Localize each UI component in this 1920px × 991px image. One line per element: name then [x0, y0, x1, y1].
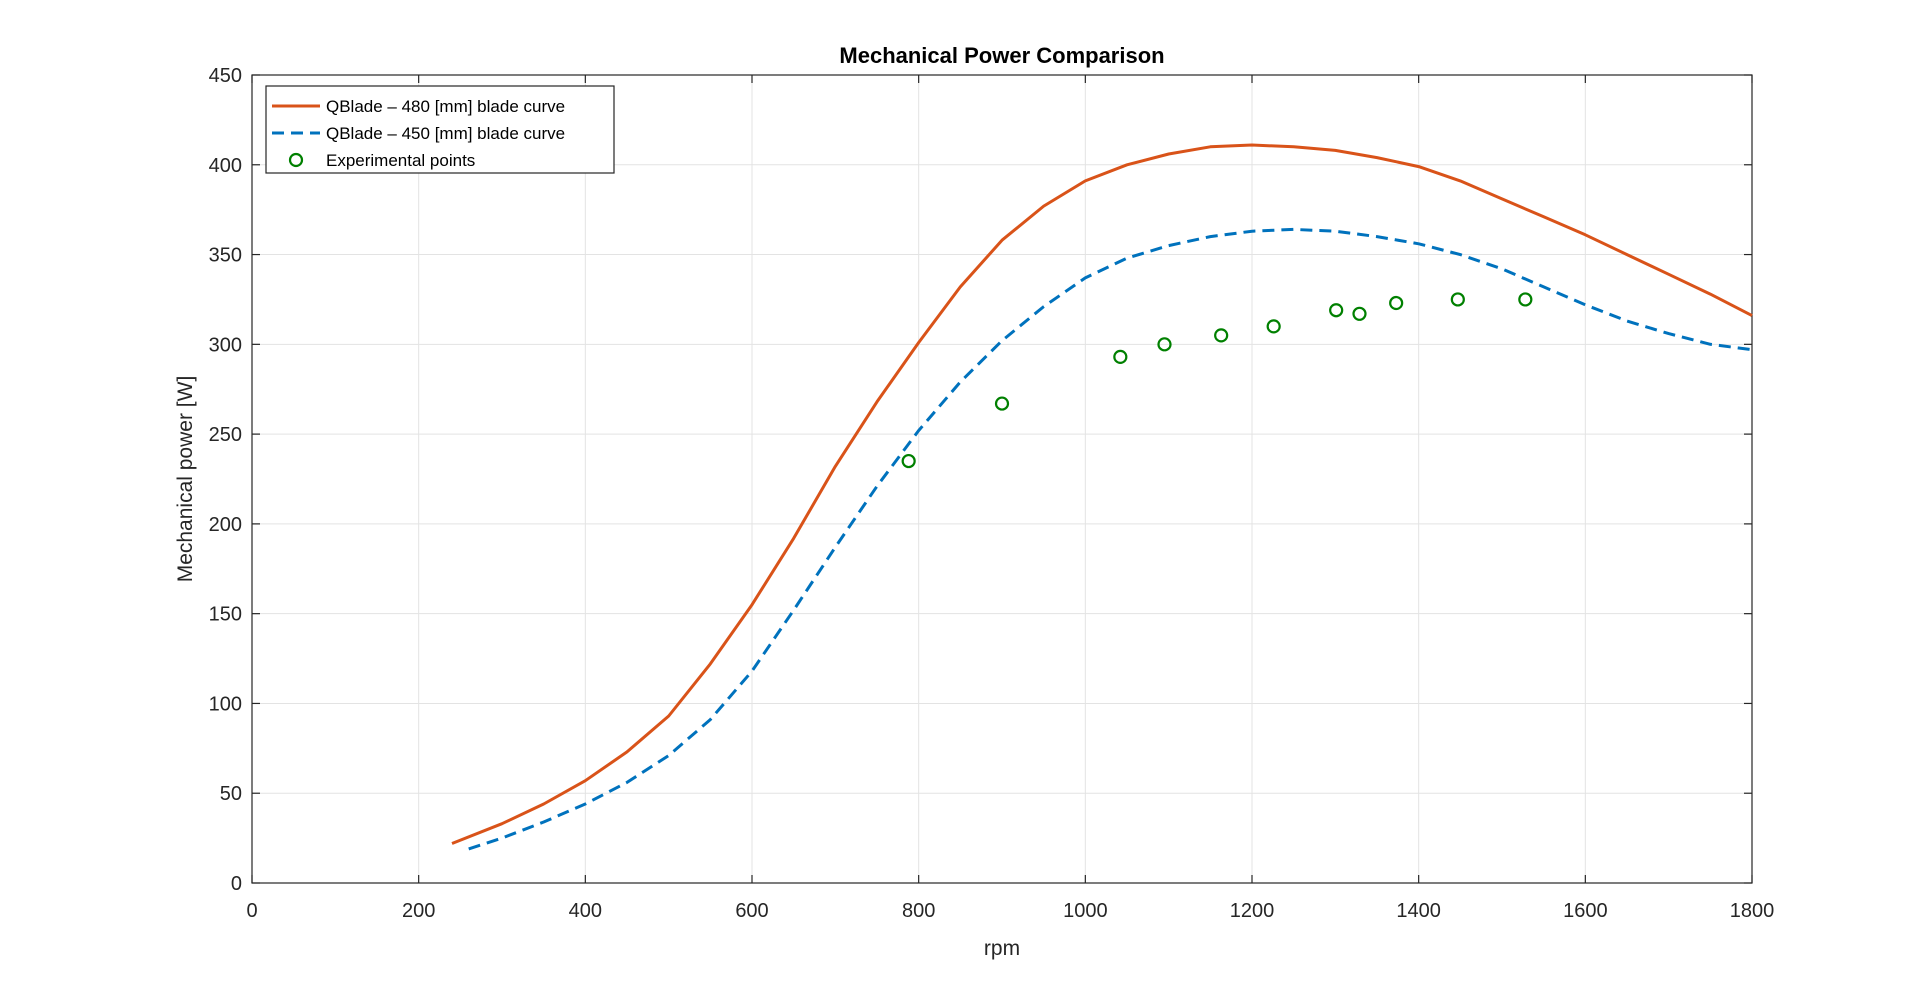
experimental-point [1518, 292, 1533, 307]
axis-ticks: 0 200 400 600 800 1000 1200 1400 1600 1800 0 50 100 1… [209, 65, 1775, 922]
series-3 [901, 292, 1533, 469]
experimental-point [994, 396, 1010, 411]
series-line [451, 143, 1753, 845]
chart-title: Mechanical Power Comparison [839, 43, 1164, 68]
series-line [468, 227, 1753, 851]
experimental-point [1266, 319, 1281, 334]
y-tick-label: 450 [209, 65, 242, 87]
x-tick-label: 1800 [1730, 900, 1775, 922]
legend-entry-label: QBlade – 480 [mm] blade curve [326, 97, 565, 116]
y-tick-label: 350 [209, 245, 242, 267]
experimental-point [1352, 306, 1367, 321]
y-tick-label: 300 [209, 334, 242, 356]
experimental-point [1157, 337, 1172, 352]
experimental-point [901, 453, 916, 469]
series-2 [468, 227, 1753, 851]
y-tick-label: 250 [209, 424, 242, 446]
x-tick-label: 1600 [1563, 900, 1608, 922]
x-tick-label: 1400 [1396, 900, 1441, 922]
x-tick-label: 800 [902, 900, 935, 922]
experimental-point [1450, 292, 1465, 307]
experimental-point [1329, 303, 1344, 318]
series-1 [451, 143, 1753, 845]
x-tick-label: 1200 [1230, 900, 1275, 922]
y-tick-label: 200 [209, 514, 242, 536]
legend: QBlade – 480 [mm] blade curve QBlade – 45… [265, 85, 615, 174]
x-tick-label: 600 [735, 900, 768, 922]
x-tick-label: 400 [569, 900, 602, 922]
y-axis-label: Mechanical power [W] [174, 376, 197, 583]
experimental-point [1113, 349, 1128, 365]
x-axis-label: rpm [984, 937, 1020, 960]
x-tick-label: 200 [402, 900, 435, 922]
legend-box [265, 85, 615, 174]
series-layer [451, 143, 1753, 851]
y-tick-label: 0 [231, 873, 242, 895]
y-tick-label: 100 [209, 693, 242, 715]
plot-area [251, 74, 1753, 884]
experimental-point [1389, 295, 1404, 311]
grid-lines [251, 74, 1753, 884]
experimental-point [1214, 328, 1229, 343]
y-tick-label: 400 [209, 155, 242, 177]
y-tick-label: 50 [220, 783, 242, 805]
legend-marker [288, 152, 304, 168]
x-tick-label: 0 [246, 900, 257, 922]
y-tick-label: 150 [209, 604, 242, 626]
legend-entry-label: Experimental points [326, 151, 475, 170]
x-tick-label: 1000 [1063, 900, 1108, 922]
legend-entry-label: QBlade – 450 [mm] blade curve [326, 124, 565, 143]
